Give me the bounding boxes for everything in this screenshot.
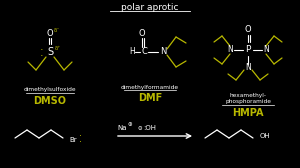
Text: HMPA: HMPA (232, 108, 264, 118)
Text: Na: Na (117, 125, 127, 131)
Text: N: N (245, 64, 251, 73)
Text: δ⁺: δ⁺ (55, 46, 61, 51)
Text: DMSO: DMSO (34, 96, 67, 106)
Text: C: C (141, 48, 147, 56)
Text: ·: · (40, 45, 44, 55)
Text: N: N (160, 48, 166, 56)
Text: ⊖: ⊖ (138, 125, 142, 131)
Text: DMF: DMF (138, 93, 162, 103)
Text: H: H (129, 48, 135, 56)
Text: δ⁻: δ⁻ (54, 28, 60, 32)
Text: ·: · (80, 137, 82, 147)
Text: polar aprotic: polar aprotic (121, 4, 179, 12)
Text: N: N (263, 46, 269, 54)
Text: Br: Br (69, 137, 77, 143)
Text: ⊕: ⊕ (128, 121, 132, 127)
Text: dimethylsulfoxide: dimethylsulfoxide (24, 88, 76, 93)
Text: O: O (47, 30, 53, 38)
Text: N: N (227, 46, 233, 54)
Text: hexamethyl-: hexamethyl- (230, 94, 266, 98)
Text: ·: · (40, 51, 44, 61)
Text: dimethylformamide: dimethylformamide (121, 85, 179, 90)
Text: O: O (245, 26, 251, 34)
Text: OH: OH (260, 133, 270, 139)
Text: P: P (245, 46, 251, 54)
Text: phosphoramide: phosphoramide (225, 99, 271, 104)
Text: :OH: :OH (143, 125, 157, 131)
Text: O: O (139, 29, 145, 37)
Text: S: S (47, 47, 53, 57)
Text: ·: · (80, 131, 82, 141)
